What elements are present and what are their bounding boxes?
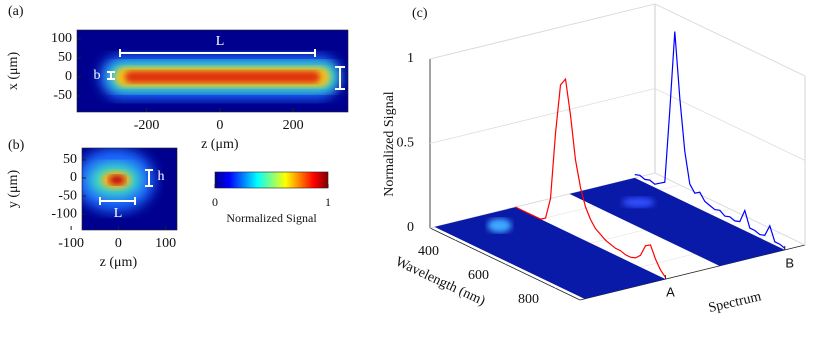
z-tick-label: 0	[407, 220, 414, 235]
x-tick-label: 200	[283, 118, 304, 133]
x-tick-label: 100	[155, 236, 176, 251]
colorbar-tick-label: 1	[325, 195, 331, 209]
grid-line	[429, 3, 806, 77]
heatmap-image	[82, 148, 177, 230]
x-axis-label: z (μm)	[201, 137, 239, 152]
floor-glow	[487, 218, 512, 233]
y-tick-label: -100	[51, 206, 77, 221]
y-tick-label: 50	[58, 50, 72, 65]
grid-line	[429, 88, 806, 161]
y-tick-label: 0	[70, 170, 77, 185]
spectrum-line	[634, 31, 786, 249]
y-axis-label: y (μm)	[6, 170, 21, 209]
annotation: L	[216, 34, 225, 49]
z-tick-label: 0.5	[397, 136, 415, 151]
wl-tick-label: 600	[468, 268, 489, 283]
y-tick-label: -50	[53, 88, 72, 103]
x-axis-label: z (μm)	[100, 255, 138, 270]
spectrum-axis	[579, 244, 806, 301]
y-tick-label: 0	[65, 69, 72, 84]
x-tick-label: 0	[216, 118, 223, 133]
colorbar-tick-label: 0	[212, 195, 218, 209]
z-axis-label: Normalized Signal	[382, 91, 397, 196]
x-tick-label: -200	[134, 118, 160, 133]
panel-label: (c)	[412, 6, 428, 21]
colorbar	[214, 171, 329, 189]
axes-frame	[76, 29, 349, 113]
y-tick-label: 100	[51, 31, 72, 46]
heatmap-image	[77, 30, 348, 112]
annotation: h	[158, 169, 165, 184]
x-tick-label: -100	[58, 236, 84, 251]
panel-label: (a)	[8, 4, 24, 19]
annotation: L	[114, 206, 123, 221]
floor-image	[569, 177, 785, 266]
glow	[109, 175, 125, 185]
y-tick-label: 50	[63, 152, 77, 167]
floor-glow	[622, 197, 655, 208]
y-tick-label: -50	[58, 188, 77, 203]
colorbar-label: Normalized Signal	[226, 211, 317, 225]
annotation: b	[94, 68, 101, 83]
axes-frame	[81, 147, 178, 231]
wl-tick-label: 400	[418, 244, 439, 259]
spectrum-axis-label: Spectrum	[707, 289, 763, 316]
spectrum-line	[515, 77, 666, 278]
y-axis-label: x (μm)	[6, 52, 21, 91]
x-tick-label: 0	[115, 236, 122, 251]
glow	[125, 71, 320, 83]
annotation: h	[349, 68, 356, 83]
z-tick-label: 1	[407, 51, 414, 66]
cat-tick-label: A	[666, 285, 675, 300]
wl-tick-label: 800	[518, 292, 539, 307]
cat-tick-label: B	[785, 255, 794, 270]
panel-label: (b)	[8, 138, 25, 153]
